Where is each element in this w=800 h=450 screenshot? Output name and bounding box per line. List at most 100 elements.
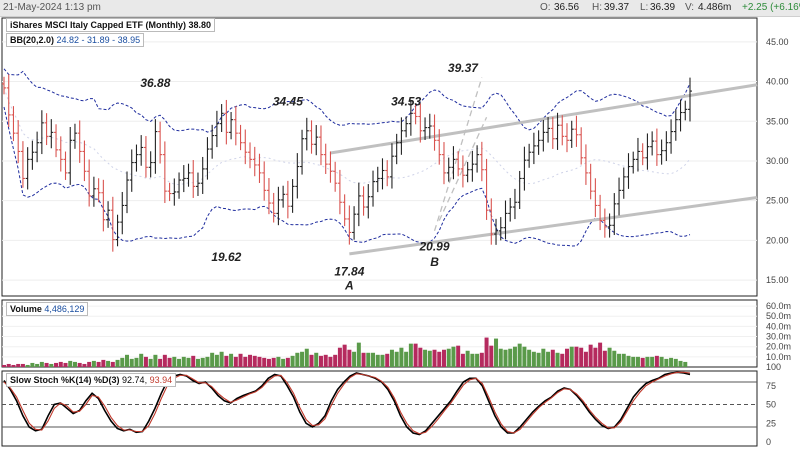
volume-bar [385, 353, 390, 367]
volume-bar [318, 355, 323, 367]
stoch-d-value: 93.94 [149, 375, 173, 385]
volume-bar [347, 349, 352, 367]
price-bar [479, 141, 484, 182]
stoch-tick-label: 0 [766, 437, 771, 447]
stoch-d-line [3, 371, 691, 435]
volume-bar [304, 348, 309, 367]
volume-bar [257, 356, 262, 367]
volume-bar [465, 350, 470, 367]
price-bar [214, 110, 219, 148]
price-bar [371, 170, 376, 207]
price-bar [177, 172, 182, 199]
volume-bar [479, 352, 484, 367]
price-bar [560, 115, 565, 146]
trendline-dashed-2 [438, 117, 488, 221]
volume-bar [49, 363, 54, 367]
volume-bar [404, 351, 409, 367]
stoch-tick-label: 75 [766, 381, 776, 391]
volume-bar [172, 356, 177, 367]
stoch-tick-label: 100 [766, 362, 781, 372]
volume-bar [16, 363, 21, 367]
price-bar [579, 127, 584, 165]
price-bar [11, 106, 16, 142]
volume-bar [58, 361, 63, 367]
volume-bar [408, 343, 413, 367]
price-bar [598, 194, 603, 231]
volume-bar [437, 351, 442, 367]
price-bar [2, 76, 6, 95]
price-bar [475, 145, 480, 173]
price-bar [626, 153, 631, 189]
volume-bar [678, 360, 683, 367]
price-bar [44, 113, 49, 146]
price-bar [503, 200, 508, 240]
volume-bar [489, 345, 494, 367]
volume-bar [427, 350, 432, 367]
stoch-tick-label: 25 [766, 418, 776, 428]
price-bar [257, 153, 262, 183]
volume-bar [271, 357, 276, 367]
price-bar [527, 143, 532, 168]
price-bar [172, 178, 177, 206]
price-bar [564, 123, 569, 153]
price-bar [484, 158, 489, 220]
price-bar [498, 217, 503, 241]
price-bar [617, 177, 622, 216]
stoch-k-value: 92.74 [122, 375, 145, 385]
price-bar [186, 163, 191, 187]
volume-bar [640, 357, 645, 367]
price-bar [635, 137, 640, 172]
price-annotation: 34.45 [273, 94, 303, 108]
volume-bar [550, 349, 555, 367]
volume-bar [139, 353, 144, 367]
price-bar [63, 151, 68, 180]
volume-bar [120, 357, 125, 367]
price-bar [243, 129, 248, 165]
price-bar [404, 116, 409, 138]
price-bar [489, 198, 494, 245]
volume-bar [380, 354, 385, 367]
price-bar [640, 143, 645, 166]
volume-bar [134, 357, 139, 367]
price-bar [39, 110, 44, 155]
volume-bar [252, 355, 257, 367]
price-bar [276, 186, 281, 226]
price-bar [96, 178, 101, 203]
volume-bar [233, 356, 238, 367]
volume-bar [564, 348, 569, 367]
volume-legend: Volume 4,486,129 [6, 302, 89, 316]
volume-label-text: Volume [10, 304, 42, 314]
header-datetime: 21-May-2024 1:13 pm [3, 2, 101, 13]
price-bar [432, 114, 437, 151]
price-bar [555, 112, 560, 150]
volume-bar [508, 348, 513, 367]
price-bar [143, 136, 148, 178]
open-label: O: [540, 2, 551, 13]
price-title-text: iShares MSCI Italy Capped ETF (Monthly) … [10, 20, 212, 30]
volume-tick-label: 10.0m [766, 352, 791, 362]
price-bar [82, 140, 87, 182]
volume-bar [361, 352, 366, 367]
high-value: 39.37 [604, 2, 630, 13]
price-bar [266, 178, 271, 215]
price-bar [669, 119, 674, 154]
volume-bar [87, 361, 92, 367]
price-annotation: 36.88 [140, 76, 170, 90]
price-bar [158, 121, 163, 164]
price-bar [678, 99, 683, 132]
price-bar [408, 99, 413, 136]
price-bar [77, 120, 82, 163]
price-panel-title: iShares MSCI Italy Capped ETF (Monthly) … [6, 18, 216, 32]
volume-bar [314, 352, 319, 367]
high-label: H: [592, 2, 602, 13]
price-bar [115, 214, 120, 247]
volume-bar [399, 347, 404, 367]
volume-bar [394, 351, 399, 367]
volume-bar [631, 356, 636, 367]
volume-bar [82, 363, 87, 367]
volume-bar [205, 356, 210, 367]
volume-bar [527, 349, 532, 367]
volume-bar [281, 358, 286, 367]
volume-tick-label: 20.0m [766, 342, 791, 352]
volume-bar [446, 348, 451, 367]
